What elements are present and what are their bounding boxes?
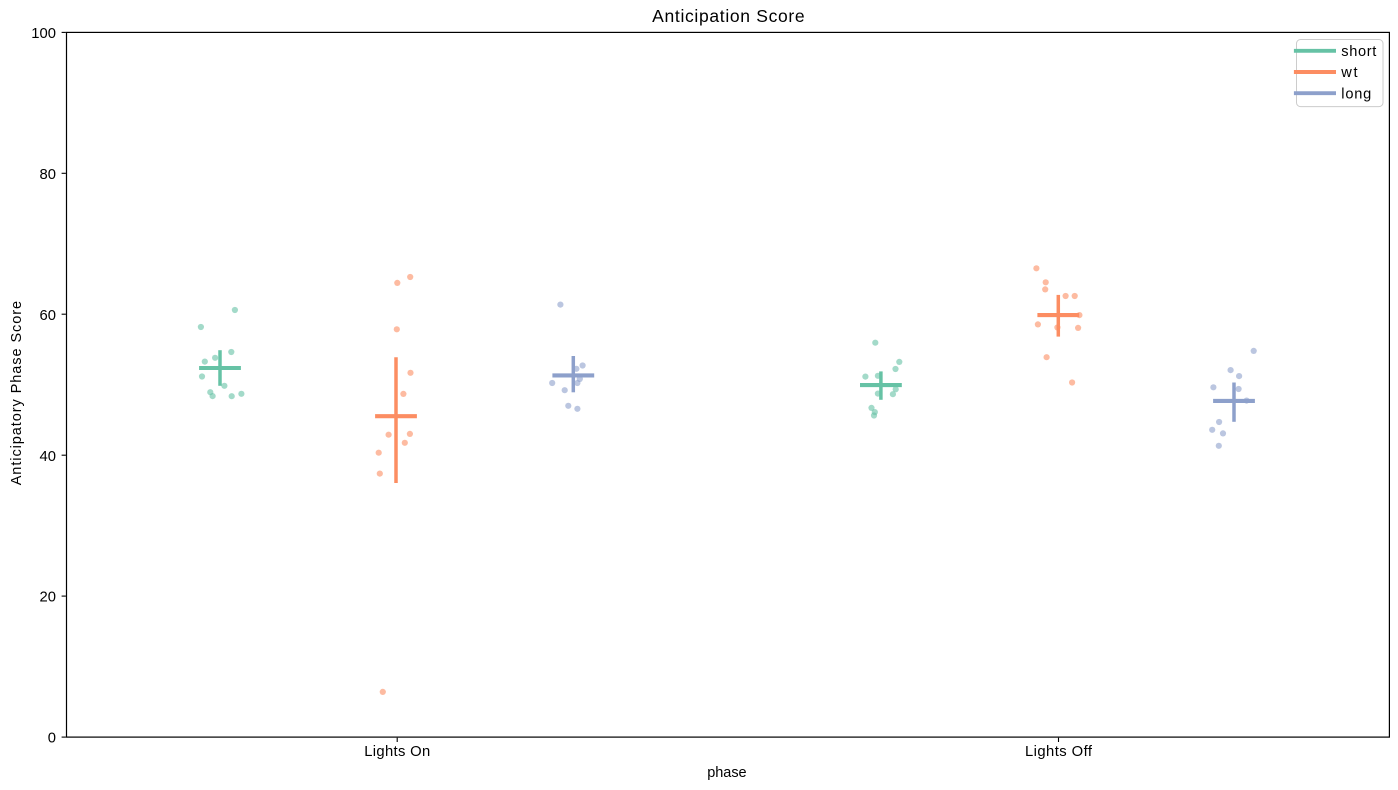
svg-text:0: 0: [48, 731, 56, 747]
svg-text:Lights Off: Lights Off: [1025, 744, 1093, 760]
svg-text:Lights On: Lights On: [364, 744, 430, 760]
svg-text:long: long: [1341, 86, 1371, 102]
svg-text:100: 100: [31, 26, 56, 42]
svg-text:60: 60: [40, 308, 56, 324]
svg-text:Anticipatory Phase Score: Anticipatory Phase Score: [9, 301, 25, 485]
svg-text:80: 80: [40, 167, 56, 183]
svg-text:Anticipation Score: Anticipation Score: [652, 6, 805, 26]
svg-text:40: 40: [40, 449, 56, 465]
svg-text:20: 20: [40, 590, 56, 606]
svg-text:short: short: [1341, 44, 1376, 60]
svg-text:wt: wt: [1340, 65, 1357, 81]
svg-text:phase: phase: [707, 765, 746, 781]
